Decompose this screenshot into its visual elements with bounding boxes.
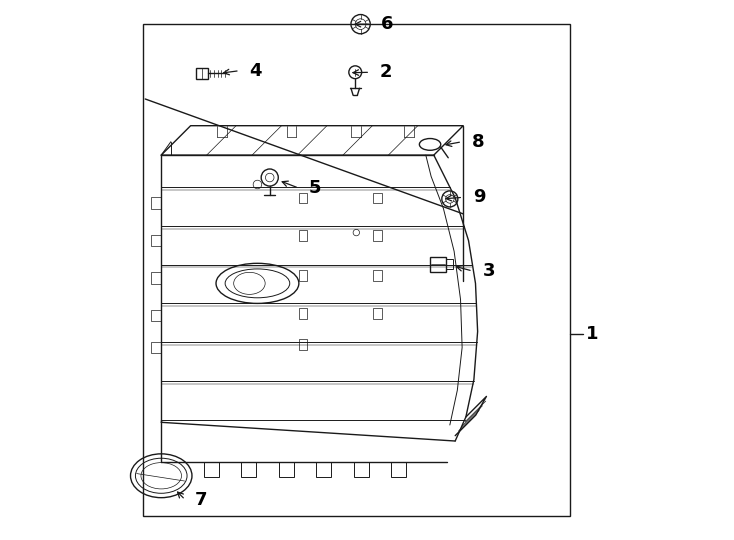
Bar bbox=[150, 235, 161, 246]
Bar bbox=[299, 230, 307, 241]
Bar bbox=[374, 270, 382, 281]
Bar bbox=[150, 272, 161, 284]
Bar bbox=[299, 340, 307, 350]
Bar bbox=[299, 192, 307, 203]
Text: 2: 2 bbox=[379, 63, 393, 81]
Text: 1: 1 bbox=[586, 325, 599, 343]
Bar bbox=[279, 462, 294, 477]
Bar bbox=[299, 308, 307, 319]
Text: 8: 8 bbox=[472, 133, 484, 151]
Bar bbox=[241, 462, 256, 477]
Bar bbox=[391, 462, 406, 477]
Bar bbox=[196, 68, 208, 79]
Bar bbox=[374, 308, 382, 319]
Bar bbox=[446, 259, 453, 269]
Text: 4: 4 bbox=[250, 62, 262, 80]
Bar bbox=[204, 462, 219, 477]
Bar bbox=[142, 24, 570, 516]
Bar bbox=[430, 257, 446, 272]
Text: 7: 7 bbox=[195, 491, 208, 509]
Bar bbox=[150, 197, 161, 209]
Bar bbox=[150, 309, 161, 321]
Text: 3: 3 bbox=[482, 262, 495, 280]
Bar bbox=[150, 342, 161, 353]
Bar bbox=[299, 270, 307, 281]
Bar bbox=[354, 462, 368, 477]
Text: 9: 9 bbox=[473, 188, 485, 206]
Bar bbox=[374, 230, 382, 241]
Bar bbox=[316, 462, 331, 477]
Text: 6: 6 bbox=[381, 15, 393, 33]
Bar bbox=[374, 192, 382, 203]
Text: 5: 5 bbox=[309, 179, 321, 197]
